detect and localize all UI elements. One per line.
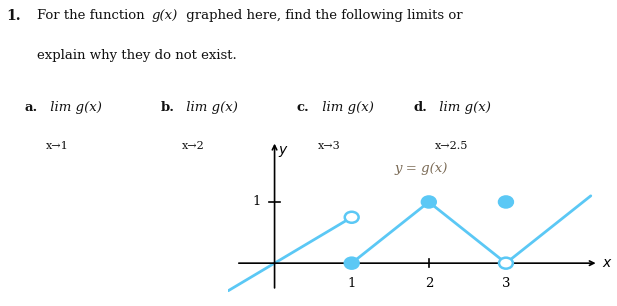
- Circle shape: [422, 196, 436, 207]
- Text: 1: 1: [252, 196, 260, 208]
- Text: lim g(x): lim g(x): [46, 101, 102, 114]
- Text: lim g(x): lim g(x): [182, 101, 238, 114]
- Text: 3: 3: [502, 277, 510, 289]
- Text: y = g(x): y = g(x): [394, 162, 447, 175]
- Text: g(x): g(x): [151, 9, 178, 22]
- Text: x→2.5: x→2.5: [435, 141, 468, 151]
- Circle shape: [345, 212, 358, 223]
- Text: x→3: x→3: [318, 141, 341, 151]
- Text: lim g(x): lim g(x): [435, 101, 491, 114]
- Text: lim g(x): lim g(x): [318, 101, 374, 114]
- Text: graphed here, find the following limits or: graphed here, find the following limits …: [182, 9, 463, 22]
- Text: $y$: $y$: [278, 144, 289, 159]
- Circle shape: [345, 258, 358, 269]
- Text: For the function: For the function: [37, 9, 149, 22]
- Text: 1: 1: [347, 277, 356, 289]
- Text: 1.: 1.: [6, 9, 21, 23]
- Text: x→1: x→1: [46, 141, 69, 151]
- Text: x→2: x→2: [182, 141, 205, 151]
- Text: a.: a.: [25, 101, 38, 114]
- Text: 2: 2: [424, 277, 433, 289]
- Text: $x$: $x$: [602, 256, 613, 270]
- Text: c.: c.: [296, 101, 309, 114]
- Circle shape: [499, 196, 513, 207]
- Circle shape: [499, 258, 513, 269]
- Text: explain why they do not exist.: explain why they do not exist.: [37, 49, 237, 62]
- Text: d.: d.: [413, 101, 427, 114]
- Text: b.: b.: [160, 101, 175, 114]
